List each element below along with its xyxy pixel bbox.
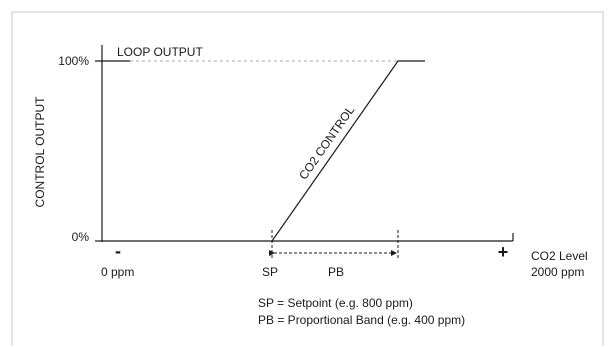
legend-proportional-band: PB = Proportional Band (e.g. 400 ppm) [258,313,465,327]
x-max-label-line1: CO2 Level [531,249,588,263]
diagram-frame [11,11,604,346]
x-min-label: 0 ppm [101,265,134,279]
co2-control-curve [271,60,425,242]
legend-setpoint: SP = Setpoint (e.g. 800 ppm) [258,296,413,310]
x-minus-symbol: - [115,241,121,261]
y-tick-label-0: 0% [72,230,90,244]
pb-label: PB [328,265,344,279]
x-max-label-line2: 2000 ppm [531,265,584,279]
sp-label: SP [262,265,278,279]
loop-output-label: LOOP OUTPUT [117,45,203,59]
x-plus-symbol: + [498,242,509,262]
y-tick-label-100: 100% [58,54,89,68]
co2-control-label: CO2 CONTROL [296,103,357,182]
y-axis-title: CONTROL OUTPUT [33,96,47,208]
